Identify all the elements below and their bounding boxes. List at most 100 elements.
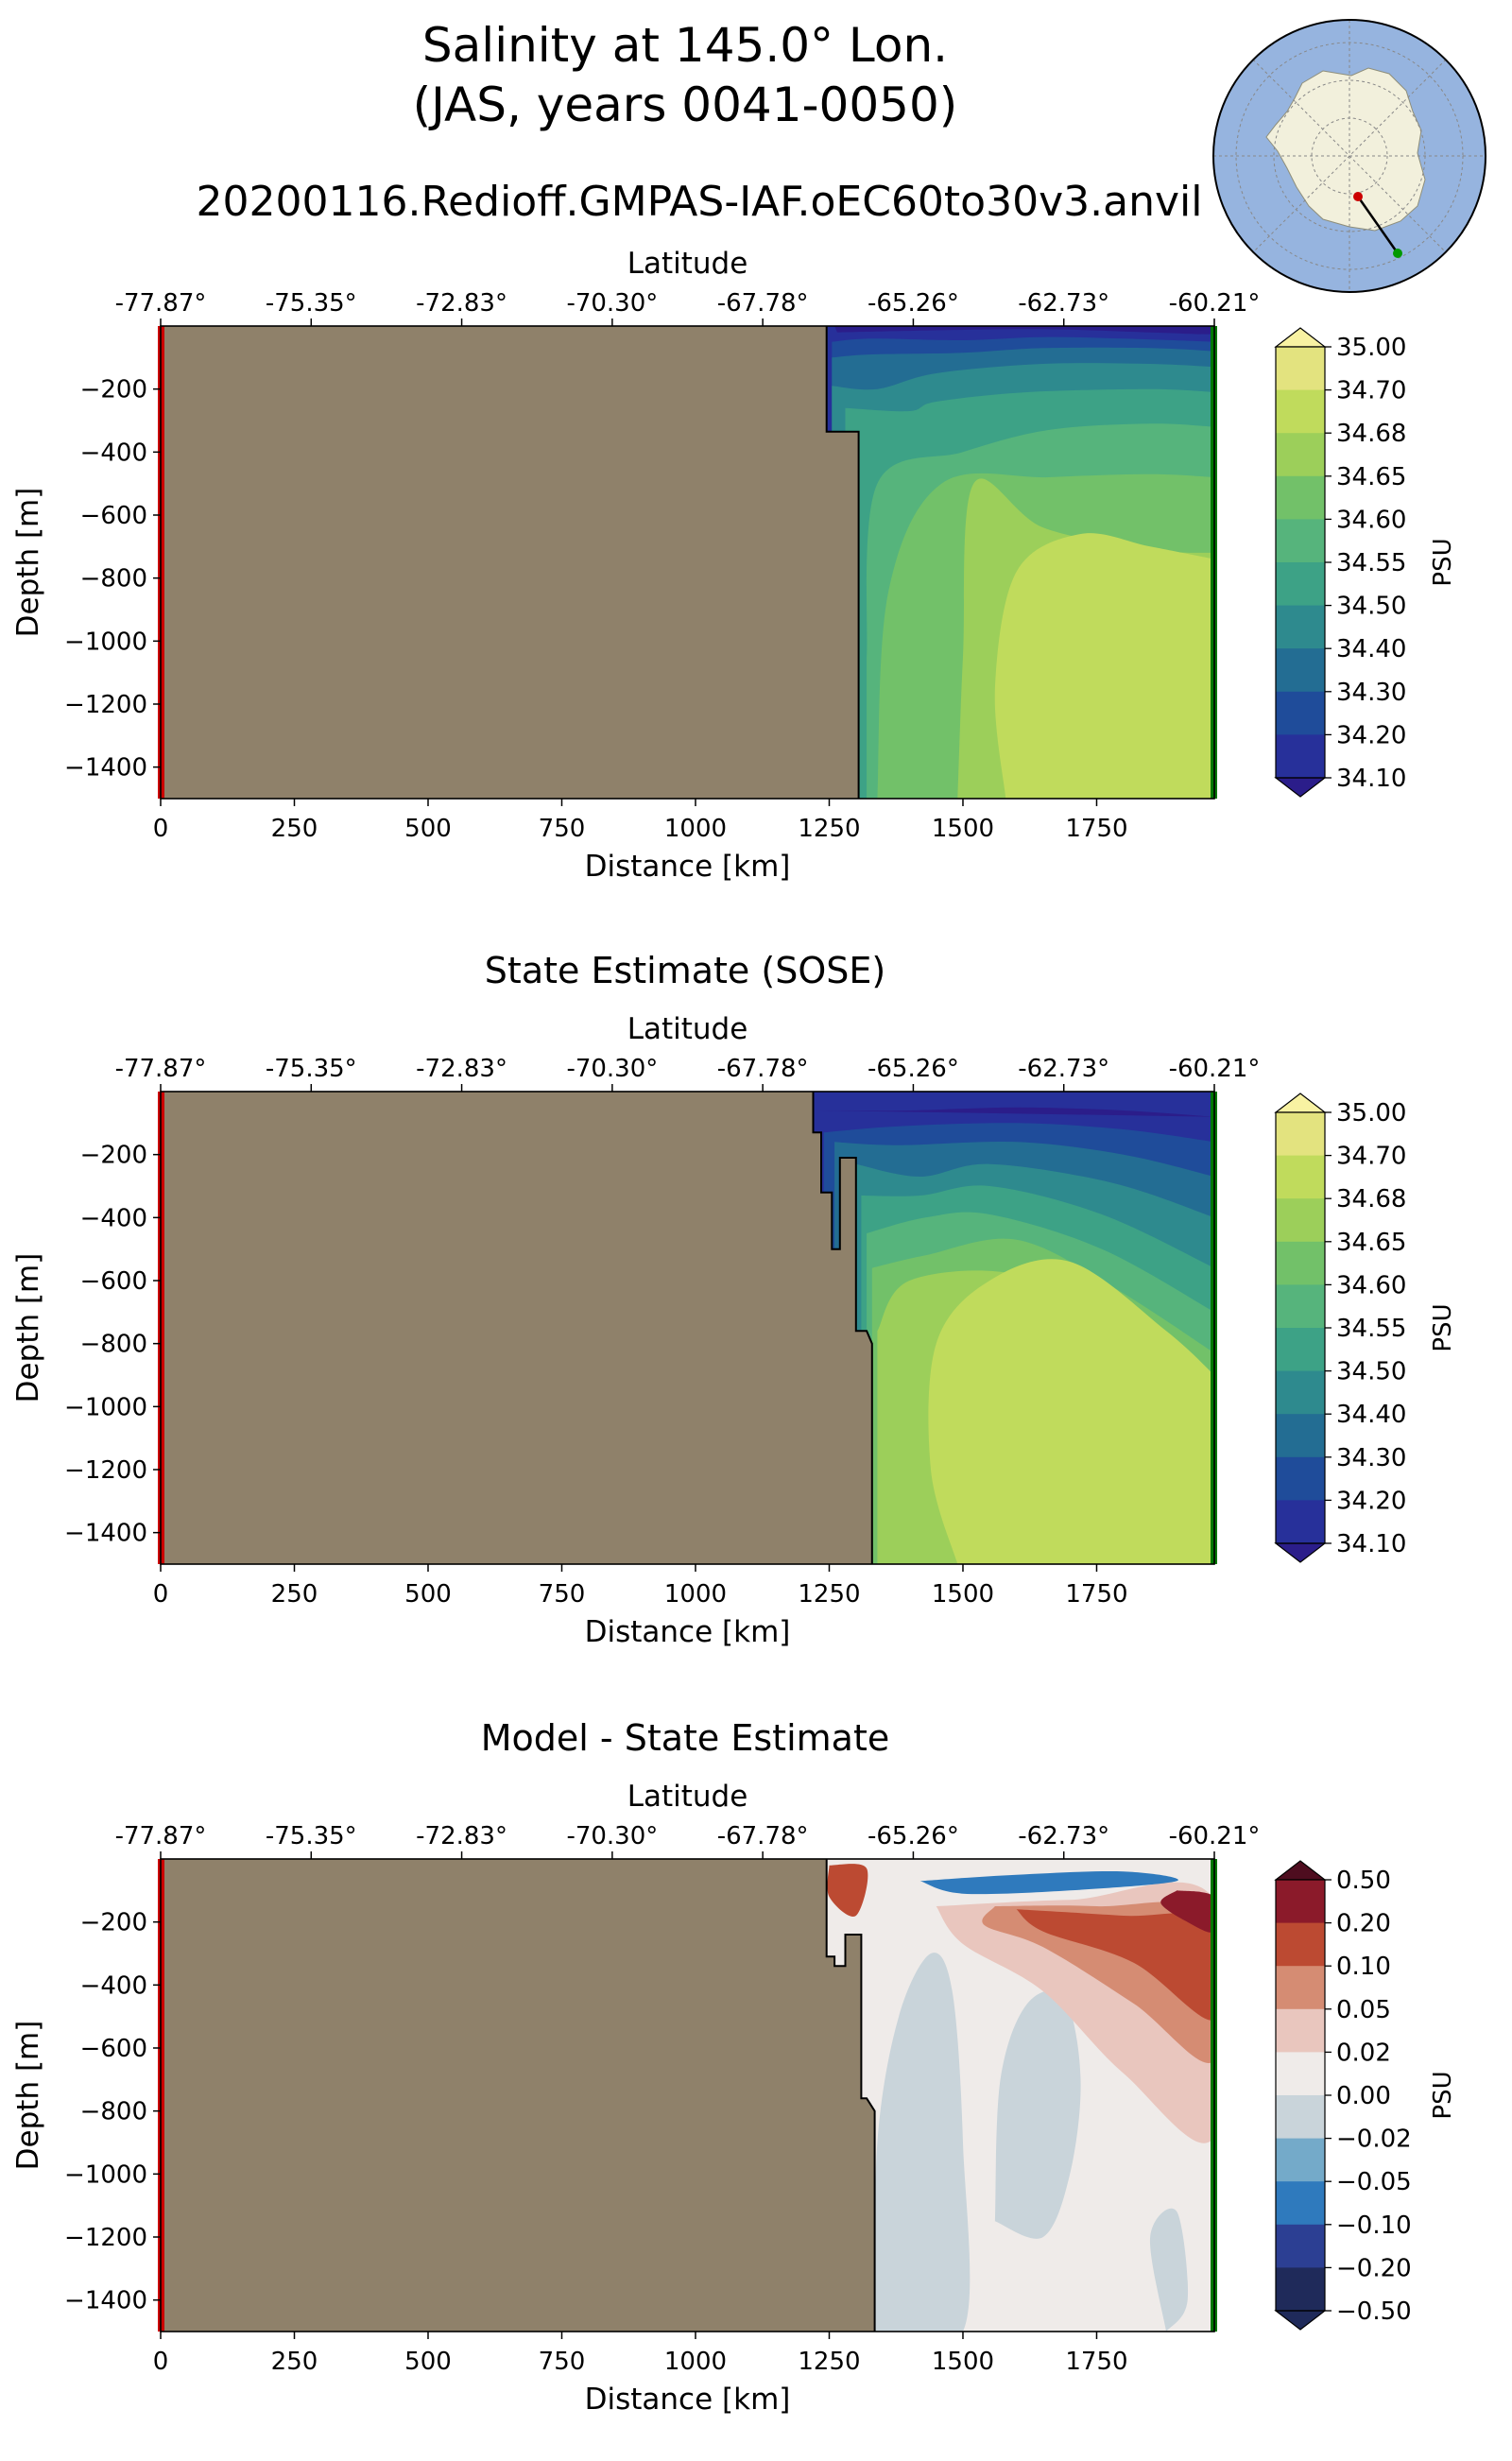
colorbar-tick-label: 34.20 bbox=[1336, 721, 1406, 749]
lat-tick-label: -65.26° bbox=[868, 1822, 959, 1850]
colorbar-tick-label: 34.20 bbox=[1336, 1487, 1406, 1515]
x-tick-label: 1750 bbox=[1065, 2348, 1127, 2376]
colorbar-extend-top bbox=[1274, 327, 1327, 348]
colorbar-segment bbox=[1276, 1414, 1325, 1458]
map-graticule bbox=[1213, 20, 1486, 292]
panel-title: State Estimate (SOSE) bbox=[485, 950, 885, 991]
x-tick-label: 250 bbox=[271, 1580, 318, 1609]
panel-model-salinity: 0 250 500 750 1000 1250 1500 1750 Distance [km] -… bbox=[11, 247, 1457, 884]
colorbar-segment bbox=[1276, 1198, 1325, 1243]
x-tick-label: 1000 bbox=[664, 2348, 727, 2376]
colorbar-tick-label: 34.70 bbox=[1336, 377, 1406, 405]
x-tick-label: 500 bbox=[404, 815, 452, 843]
run-name: 20200116.Redioff.GMPAS-IAF.oEC60to30v3.a… bbox=[197, 178, 1203, 226]
anomaly-region-0.10 bbox=[827, 1864, 868, 1917]
lat-tick-label: -77.87° bbox=[115, 1822, 207, 1850]
land-mask bbox=[161, 1859, 875, 2332]
colorbar-tick-label: 34.10 bbox=[1336, 765, 1406, 793]
colorbar-label: PSU bbox=[1429, 1303, 1457, 1351]
colorbar-tick-label: −0.05 bbox=[1336, 2168, 1412, 2196]
lat-tick-label: -75.35° bbox=[266, 1055, 357, 1083]
y-tick-label: −600 bbox=[80, 2035, 147, 2063]
axes-frame bbox=[160, 325, 1215, 800]
contour-band-34.20 bbox=[818, 1107, 1214, 1117]
transect-start-marker bbox=[1353, 192, 1363, 201]
x-tick-label: 1000 bbox=[664, 1580, 727, 1609]
colorbar-segment bbox=[1276, 1328, 1325, 1372]
lat-tick-label: -70.30° bbox=[566, 1822, 658, 1850]
colorbar-segment bbox=[1276, 1500, 1325, 1544]
colorbar-segment bbox=[1276, 2008, 1325, 2053]
y-tick-label: −400 bbox=[80, 439, 147, 467]
latitude-axis-label: Latitude bbox=[627, 1012, 748, 1046]
lat-tick-label: -70.30° bbox=[566, 289, 658, 318]
lat-tick-label: -65.26° bbox=[868, 1055, 959, 1083]
x-axis-label: Distance [km] bbox=[585, 850, 791, 884]
colorbar-tick-label: 0.00 bbox=[1336, 2082, 1391, 2110]
inset-map bbox=[1212, 19, 1486, 293]
x-tick-label: 1250 bbox=[798, 1580, 860, 1609]
bathymetry-line bbox=[825, 326, 860, 799]
x-tick-label: 500 bbox=[404, 2348, 452, 2376]
colorbar-extend-top bbox=[1274, 1093, 1327, 1113]
colorbar-segment bbox=[1276, 2181, 1325, 2226]
colorbar-segment bbox=[1276, 648, 1325, 693]
colorbar-segment bbox=[1276, 1456, 1325, 1501]
y-tick-label: −200 bbox=[80, 1142, 147, 1170]
colorbar-segment bbox=[1276, 389, 1325, 434]
y-tick-label: −1000 bbox=[64, 628, 147, 656]
colorbar-extend-top bbox=[1274, 1860, 1327, 1881]
y-tick-label: −200 bbox=[80, 376, 147, 404]
y-tick-label: −1200 bbox=[64, 691, 147, 719]
x-tick-label: 750 bbox=[539, 1580, 586, 1609]
colorbar-tick-label: 0.02 bbox=[1336, 2039, 1391, 2067]
colorbar-tick-label: 34.68 bbox=[1336, 1185, 1406, 1213]
y-tick-label: −800 bbox=[80, 2098, 147, 2126]
colorbar-segment bbox=[1276, 605, 1325, 649]
colorbar-tick-label: 34.55 bbox=[1336, 1315, 1406, 1343]
y-tick-label: −800 bbox=[80, 565, 147, 594]
colorbar-segment bbox=[1276, 2138, 1325, 2182]
x-tick-label: 0 bbox=[153, 1580, 169, 1609]
anomaly-region-−0.02 bbox=[874, 1953, 971, 2332]
x-tick-label: 1750 bbox=[1065, 1580, 1127, 1609]
colorbar-tick-label: 34.68 bbox=[1336, 420, 1406, 448]
lat-tick-label: -75.35° bbox=[266, 1822, 357, 1850]
colorbar-tick-label: 0.10 bbox=[1336, 1953, 1391, 1981]
axes-frame bbox=[160, 1858, 1215, 2332]
colorbar-tick-label: 34.40 bbox=[1336, 635, 1406, 663]
x-tick-label: 500 bbox=[404, 1580, 452, 1609]
bathymetry-line bbox=[825, 1859, 876, 2332]
panel-sose-salinity: State Estimate (SOSE) 0 250 500 750 1000 1250… bbox=[11, 950, 1457, 1649]
colorbar-segment bbox=[1276, 1922, 1325, 1967]
y-tick-label: −1000 bbox=[64, 2160, 147, 2189]
transect-line bbox=[1356, 196, 1400, 254]
x-axis-label: Distance [km] bbox=[585, 2383, 791, 2417]
colorbar-segment bbox=[1276, 691, 1325, 735]
colorbar-tick-label: 34.50 bbox=[1336, 593, 1406, 621]
colorbar-tick-label: 0.20 bbox=[1336, 1910, 1391, 1938]
land-mask bbox=[161, 1092, 872, 1564]
panel-title: Model - State Estimate bbox=[481, 1717, 889, 1759]
colorbar-tick-label: 0.05 bbox=[1336, 1996, 1391, 2024]
y-tick-label: −1000 bbox=[64, 1393, 147, 1421]
y-tick-label: −400 bbox=[80, 1204, 147, 1232]
x-tick-label: 250 bbox=[271, 2348, 318, 2376]
colorbar-tick-label: 34.65 bbox=[1336, 463, 1406, 491]
contour-field bbox=[161, 326, 1214, 799]
colorbar-segment bbox=[1276, 2224, 1325, 2268]
x-tick-label: 750 bbox=[539, 815, 586, 843]
lat-tick-label: -60.21° bbox=[1169, 289, 1261, 318]
colorbar-segment bbox=[1276, 1284, 1325, 1329]
x-tick-label: 0 bbox=[153, 2348, 169, 2376]
lat-tick-label: -60.21° bbox=[1169, 1055, 1261, 1083]
y-tick-label: −1400 bbox=[64, 1520, 147, 1548]
colorbar-label: PSU bbox=[1429, 2071, 1457, 2119]
colorbar-segment bbox=[1276, 1112, 1325, 1157]
colorbar-tick-label: 34.60 bbox=[1336, 506, 1406, 534]
contour-band-34.70 bbox=[994, 533, 1214, 799]
colorbar-tick-label: 34.65 bbox=[1336, 1229, 1406, 1257]
colorbar-segment bbox=[1276, 734, 1325, 779]
y-tick-label: −1400 bbox=[64, 2287, 147, 2315]
